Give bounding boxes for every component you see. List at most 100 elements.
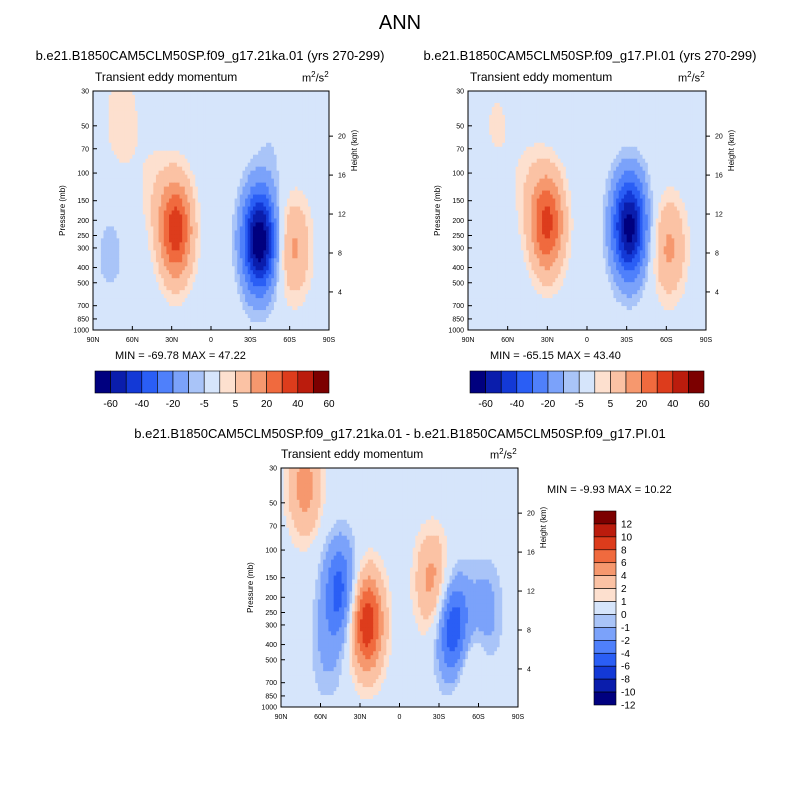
plot-1-cell [100,234,104,239]
plot-1-cell [116,282,120,287]
plot-1-cell [171,222,175,227]
plot-1-cell [190,94,194,100]
plot-1-cell [187,250,191,255]
panel-2-units-sup2: 2 [700,70,705,79]
plot-1-cell [239,178,243,184]
plot-1-cell [305,158,309,164]
plot-1-cell [145,218,149,223]
plot-1-cell [127,278,131,283]
plot-1-cell [211,282,215,287]
plot-1-cell [245,182,249,187]
plot-1-cell [166,234,170,239]
plot-1-cell [255,222,259,227]
plot-1-cell [121,266,125,271]
plot-1-cell [169,134,173,140]
plot-1-cell [239,250,243,255]
plot-1-cell [153,122,157,128]
plot-1-cell [245,306,249,311]
plot-1-cell [137,254,141,259]
plot-1-cell [310,282,314,287]
plot-1-cell [308,290,312,295]
plot-1-cell [153,158,157,164]
plot-1-cell [294,306,298,311]
plot-1-cell [284,302,288,307]
plot-1-cell [132,238,136,243]
plot-1-cell [111,290,115,295]
plot-1-cell [197,198,201,203]
plot-1-cell [155,114,159,120]
plot-1-cell [297,194,301,199]
plot-1-cell [121,154,125,160]
plot-1-cell [226,278,230,283]
plot-1-cell [216,290,220,295]
plot-1-cell [318,194,322,199]
plot-1-cell [273,166,277,172]
plot-1-cell [95,270,99,275]
plot-1-cell [234,282,238,287]
plot-1-cell [245,294,249,299]
plot-1-cell [166,182,170,187]
plot-1-cell [221,154,225,160]
plot-1-cell [284,250,288,255]
plot-1-cell [289,154,293,160]
plot-1-cell [93,150,97,156]
plot-1-cell [132,254,136,259]
plot-1-cell [260,186,264,191]
plot-1-cell [195,186,199,191]
plot-1-cell [148,226,152,231]
plot-1-cell [176,282,180,287]
plot-1-cell [302,294,306,299]
plot-1-cell [268,306,272,311]
plot-1-cell [242,98,246,104]
plot-1-cell [263,230,267,235]
plot-1-cell [155,226,159,231]
plot-1-cell [268,122,272,128]
plot-1-cell [302,122,306,128]
plot-1-cell [200,106,204,112]
plot-1-cell [237,178,241,184]
plot-1-cell [103,302,107,307]
plot-1-cell [142,210,146,215]
plot-1-cell [171,238,175,243]
plot-1-cell [273,206,277,211]
plot-1-cell [95,246,99,251]
plot-1-cell [308,306,312,311]
plot-1-cell [142,258,146,263]
plot-1-cell [310,126,314,132]
plot-1-cell [242,222,246,227]
plot-1-cell [174,146,178,152]
plot-1-cell [182,202,186,207]
plot-1-cell [127,178,131,184]
plot-1-cell [266,250,270,255]
plot-1-cell [231,290,235,295]
plot-1-cell [268,206,272,211]
plot-1-cell [279,126,283,132]
plot-1-cell [308,286,312,291]
plot-1-cell [187,106,191,112]
plot-1-cell [224,162,228,168]
plot-1-cell [174,142,178,148]
plot-1-cell [281,154,285,160]
plot-1-cell [318,286,322,291]
plot-1-cell [116,298,120,303]
plot-1-cell [276,306,280,311]
plot-1-cell [166,174,170,180]
plot-1-cell [308,98,312,104]
plot-1-cell [315,178,319,184]
plot-1-cell [197,158,201,164]
plot-1-cell [300,106,304,112]
plot-1-cell [176,234,180,239]
plot-1-cell [108,166,112,172]
plot-1-cell [250,142,254,148]
plot-1-cell [281,210,285,215]
plot-1-cell [247,162,251,168]
plot-1-cell [226,98,230,104]
plot-1-cell [103,210,107,215]
plot-1-cell [297,206,301,211]
plot-1-cell [174,210,178,215]
plot-1-cell [119,134,123,140]
plot-1-cell [142,206,146,211]
plot-1-cell [250,194,254,199]
plot-1-cell [216,222,220,227]
plot-1-cell [108,266,112,271]
